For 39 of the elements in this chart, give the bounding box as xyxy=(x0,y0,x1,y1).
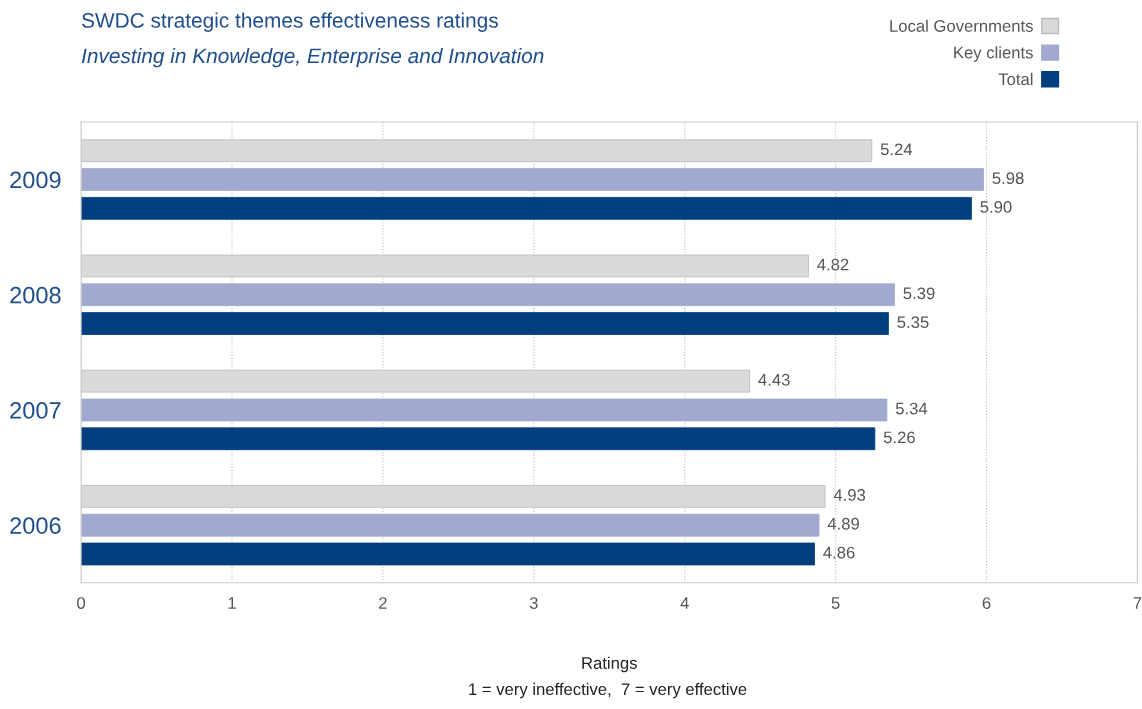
x-tick-label: 3 xyxy=(529,597,538,609)
bar xyxy=(81,168,984,191)
legend-label: Total xyxy=(998,72,1033,86)
data-label: 4.89 xyxy=(827,517,859,530)
chart-title: SWDC strategic themes effectiveness ratings xyxy=(82,12,498,32)
data-label: 4.82 xyxy=(817,258,849,271)
bar xyxy=(81,312,889,335)
x-tick-label: 2 xyxy=(379,597,387,609)
data-label: 5.90 xyxy=(980,201,1012,213)
bar xyxy=(81,283,895,307)
data-label: 5.98 xyxy=(992,172,1024,185)
data-label: 5.34 xyxy=(895,402,928,415)
text: 1 = very ineffective, 7 = very effective xyxy=(469,682,747,699)
x-tick-label: 5 xyxy=(831,597,840,609)
bar xyxy=(81,398,888,422)
y-tick-label: 2007 xyxy=(10,402,61,419)
y-tick-label: 2006 xyxy=(10,517,61,534)
x-axis-title: Ratings xyxy=(582,656,637,673)
bar xyxy=(81,513,820,537)
x-tick-label: 7 xyxy=(1133,597,1142,609)
data-label: 5.39 xyxy=(903,287,935,300)
x-tick-label: 1 xyxy=(228,597,236,609)
y-tick-label: 2008 xyxy=(10,286,61,304)
data-label: 5.35 xyxy=(897,316,929,329)
data-label: 4.93 xyxy=(833,489,866,501)
x-tick-label: 4 xyxy=(680,597,689,609)
x-tick-label: 6 xyxy=(982,597,991,609)
data-label: 5.26 xyxy=(883,431,915,444)
data-label: 5.24 xyxy=(880,143,913,156)
data-label: 4.86 xyxy=(823,546,855,559)
chart-subtitle: Investing in Knowledge, Enterprise and Innovation xyxy=(81,47,544,68)
bar xyxy=(81,196,972,220)
data-label: 4.43 xyxy=(758,373,790,386)
y-tick-label: 2009 xyxy=(10,171,61,189)
bar xyxy=(81,427,876,451)
legend-label: Local Governments xyxy=(890,19,1033,32)
x-tick-label: 0 xyxy=(77,597,86,609)
bar xyxy=(81,542,815,566)
legend-label: Key clients xyxy=(954,46,1033,62)
